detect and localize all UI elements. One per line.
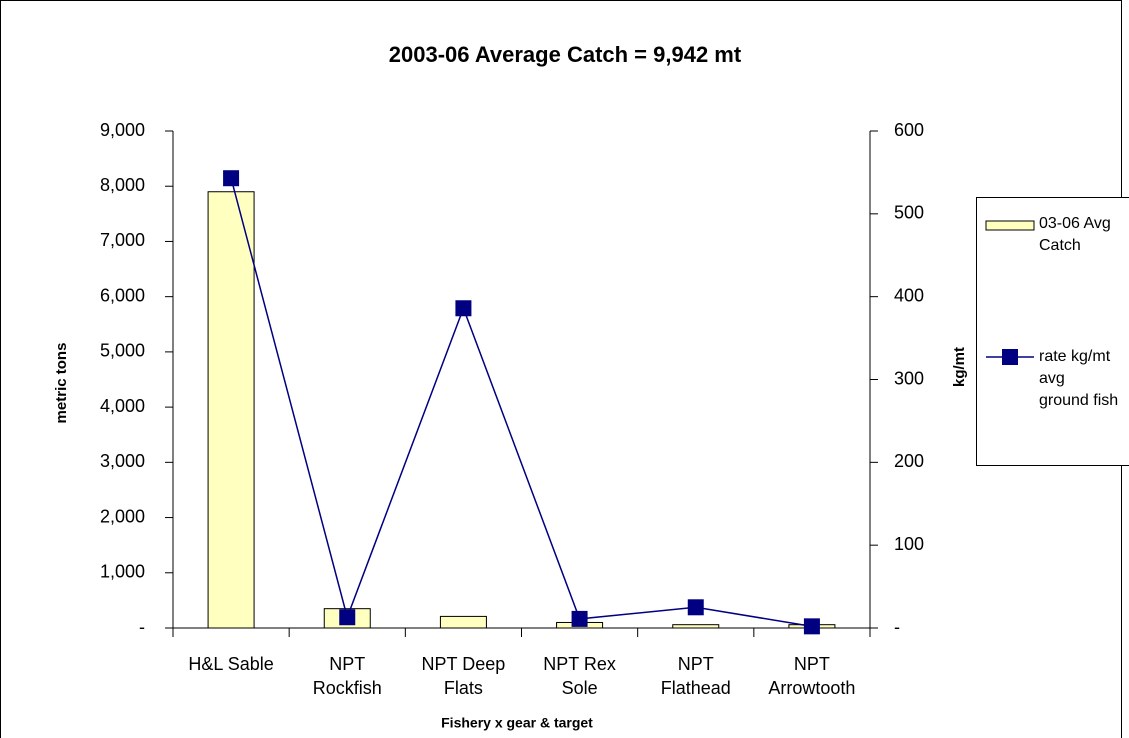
y-tick-label: 1,000: [100, 562, 145, 582]
y2-tick-label: 200: [894, 451, 924, 471]
line-marker: [339, 609, 356, 626]
y2-tick-label: 400: [894, 285, 924, 305]
y-tick-label: 3,000: [100, 451, 145, 471]
x-tick-label: NPT Rex Sole: [543, 654, 616, 698]
line-marker: [223, 170, 240, 187]
line-marker: [455, 300, 472, 317]
line: [230, 178, 813, 628]
y-tick-label: 6,000: [100, 285, 145, 305]
line-marker: [571, 610, 588, 627]
chart-title: 2003-06 Average Catch = 9,942 mt: [389, 42, 742, 67]
y-tick-label: 5,000: [100, 341, 145, 361]
legend-label: rate kg/mt avg ground fish: [1039, 348, 1119, 409]
bar: [207, 191, 255, 629]
y2-tick-label: 600: [894, 120, 924, 140]
x-tick-label: NPT Rockfish: [312, 654, 382, 698]
y-tick-label: -: [139, 617, 145, 637]
x-tick-label: H&L Sable: [188, 654, 274, 674]
y-tick-label: 4,000: [100, 396, 145, 416]
x-tick-label: NPT Deep Flats: [421, 654, 506, 698]
bar: [439, 615, 487, 629]
y2-tick-label: 100: [894, 534, 924, 554]
y2-tick-label: 500: [894, 203, 924, 223]
y2-axis-label: kg/mt: [951, 347, 968, 387]
legend-swatch: [985, 220, 1035, 231]
legend-box: [976, 197, 1129, 466]
line-marker: [687, 599, 704, 616]
legend-label: 03-06 Avg Catch: [1039, 215, 1111, 254]
y-tick-label: 2,000: [100, 506, 145, 526]
legend-marker: [1002, 349, 1018, 365]
y2-tick-label: -: [894, 617, 900, 637]
x-axis-label: Fishery x gear & target: [441, 715, 593, 731]
y-tick-label: 9,000: [100, 120, 145, 140]
x-tick-label: NPT Flathead: [660, 654, 731, 698]
y-axis-label: metric tons: [53, 343, 70, 424]
x-tick-label: NPT Arrowtooth: [768, 654, 856, 698]
y-tick-label: 8,000: [100, 175, 145, 195]
line-marker: [803, 618, 820, 635]
y2-tick-label: 300: [894, 368, 924, 388]
y-tick-label: 7,000: [100, 230, 145, 250]
